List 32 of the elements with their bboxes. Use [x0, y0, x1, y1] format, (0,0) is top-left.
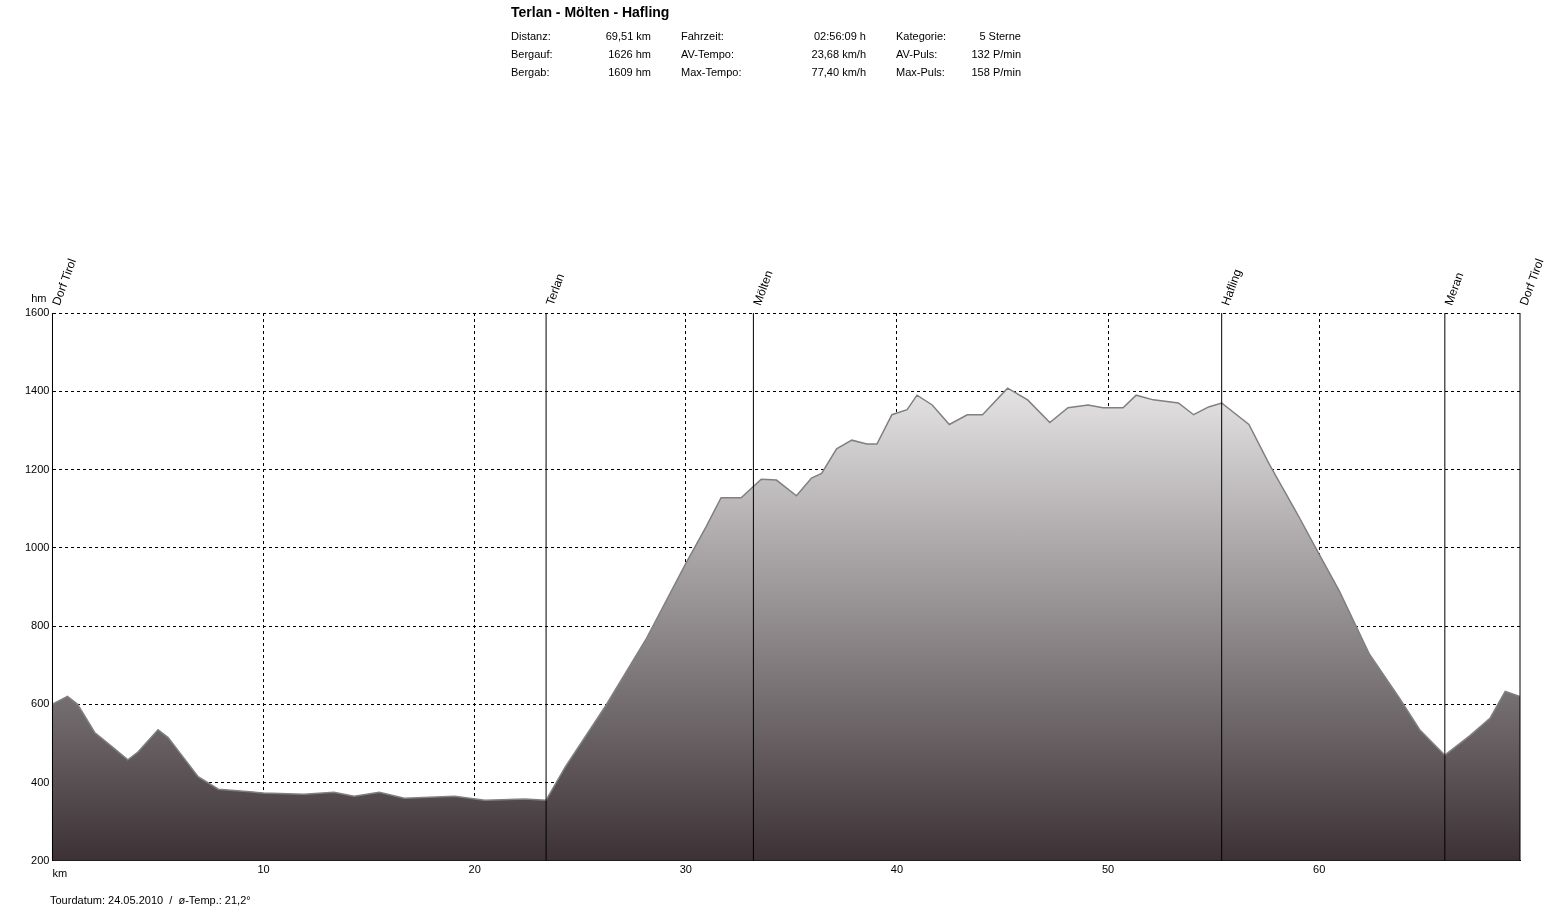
- text: Distanz: 69,51 km: [511, 30, 651, 42]
- x-tick-label: 10: [257, 863, 270, 876]
- ref-line-label: Dorf Tirol: [49, 256, 80, 308]
- ref-line-label: Meran: [1441, 270, 1467, 308]
- x-tick-label: 40: [890, 863, 904, 876]
- y-axis-title: hm: [31, 292, 47, 305]
- text: AV-Puls: 132 P/min: [896, 48, 1021, 60]
- x-tick-label: 20: [468, 863, 481, 876]
- y-tick-label: 600: [31, 697, 50, 710]
- text: Max-Tempo: 77,40 km/h: [681, 66, 866, 78]
- text: AV-Tempo: 23,68 km/h: [681, 48, 866, 60]
- y-tick-label: 1400: [24, 384, 50, 397]
- text: Tourdatum: 24.05.2010 / ø-Temp.: 21,2°: [50, 894, 251, 906]
- y-tick-label: 800: [31, 619, 50, 632]
- y-tick-label: 1200: [24, 462, 50, 475]
- y-tick-label: 1000: [24, 540, 50, 553]
- x-tick-label: 30: [679, 863, 692, 876]
- text: Bergab: 1609 hm: [511, 66, 651, 78]
- ref-line-label: Mölten: [750, 268, 776, 308]
- text: Max-Puls: 158 P/min: [896, 66, 1021, 78]
- y-tick-label: 1600: [24, 306, 50, 319]
- x-tick-label: 50: [1101, 863, 1115, 876]
- text: Bergauf: 1626 hm: [511, 48, 651, 60]
- x-axis-title: km: [52, 867, 68, 880]
- x-tick-label: 60: [1313, 863, 1326, 876]
- y-tick-label: 200: [31, 853, 50, 866]
- y-tick-label: 400: [31, 775, 50, 788]
- chart-title: Terlan - Mölten - Hafling: [511, 4, 670, 20]
- text: Kategorie: 5 Sterne: [896, 30, 1021, 42]
- ref-line-label: Terlan: [542, 271, 568, 308]
- ref-line-label: Dorf Tirol: [1516, 256, 1547, 308]
- text: Fahrzeit: 02:56:09 h: [681, 30, 866, 42]
